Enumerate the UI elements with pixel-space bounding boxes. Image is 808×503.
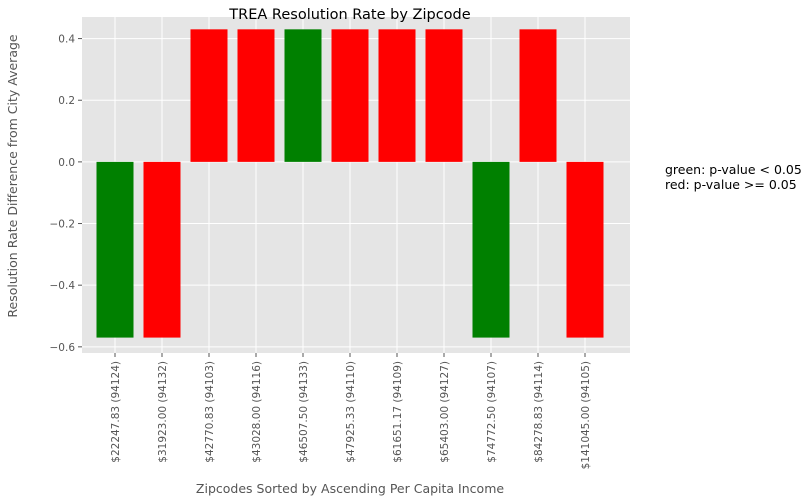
bar — [425, 29, 463, 162]
y-tick-label: 0.4 — [58, 34, 75, 46]
y-axis-ticks: −0.6 −0.4 −0.2 0.0 0.2 0.4 — [50, 34, 82, 354]
x-tick-label: $61651.17 (94109) — [392, 361, 404, 463]
bar — [378, 29, 416, 162]
bar — [566, 161, 604, 338]
x-tick-label: $141045.00 (94105) — [580, 361, 592, 469]
y-tick-label: 0.2 — [58, 95, 75, 107]
x-axis-label: Zipcodes Sorted by Ascending Per Capita … — [196, 481, 504, 496]
bar — [284, 29, 322, 162]
x-axis-ticks: $22247.83 (94124) $31923.00 (94132) $42770… — [110, 353, 592, 469]
bar — [519, 29, 557, 162]
bars — [96, 29, 604, 338]
x-tick-label: $43028.00 (94116) — [251, 361, 263, 463]
y-axis-label: Resolution Rate Difference from City Ave… — [5, 34, 20, 318]
legend-note-red: red: p-value >= 0.05 — [665, 177, 797, 192]
x-tick-label: $31923.00 (94132) — [157, 361, 169, 463]
bar — [331, 29, 369, 162]
x-tick-label: $84278.83 (94114) — [533, 361, 545, 463]
bar — [96, 161, 134, 338]
x-tick-label: $46507.50 (94133) — [298, 361, 310, 463]
bar — [190, 29, 228, 162]
chart-title: TREA Resolution Rate by Zipcode — [228, 7, 470, 23]
bar — [472, 161, 510, 338]
x-tick-label: $65403.00 (94127) — [439, 361, 451, 463]
y-tick-label: −0.4 — [50, 280, 76, 292]
x-tick-label: $42770.83 (94103) — [204, 361, 216, 463]
x-tick-label: $47925.33 (94110) — [345, 361, 357, 463]
x-tick-label: $22247.83 (94124) — [110, 361, 122, 463]
y-tick-label: −0.2 — [50, 219, 76, 231]
x-tick-label: $74772.50 (94107) — [486, 361, 498, 463]
legend-note-green: green: p-value < 0.05 — [665, 162, 802, 177]
y-tick-label: −0.6 — [50, 342, 76, 354]
bar — [143, 161, 181, 338]
y-tick-label: 0.0 — [58, 157, 75, 169]
bar — [237, 29, 275, 162]
